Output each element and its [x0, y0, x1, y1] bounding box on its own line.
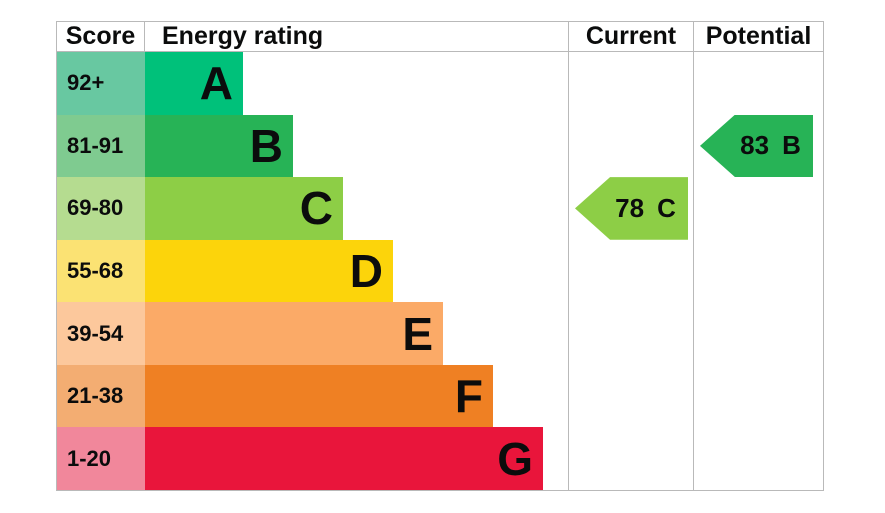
- rating-bar-f: F: [145, 364, 493, 428]
- chart-body: 92+ A 81-91 B 69-80 C 55-68 D 39-54 E 21…: [57, 52, 823, 491]
- rating-bar-g: G: [145, 427, 543, 491]
- potential-rating-band: B: [782, 130, 801, 161]
- current-rating-value: 78: [615, 192, 645, 223]
- epc-rating-chart: Score Energy rating Current Potential 92…: [56, 21, 824, 491]
- col-header-potential: Potential: [693, 22, 823, 51]
- band-row-a: 92+ A: [57, 52, 568, 115]
- col-header-energy-rating: Energy rating: [162, 22, 324, 50]
- score-range-cell: 55-68: [57, 239, 145, 303]
- band-row-e: 39-54 E: [57, 302, 568, 365]
- current-rating-arrow: 78 C: [575, 177, 688, 240]
- score-range-cell: 92+: [57, 52, 145, 115]
- rating-bar-b: B: [145, 114, 293, 178]
- col-header-score: Score: [57, 22, 145, 51]
- band-rows: 92+ A 81-91 B 69-80 C 55-68 D 39-54 E 21…: [57, 52, 568, 491]
- rating-bar-c: C: [145, 177, 343, 240]
- header-row: Score Energy rating Current Potential: [57, 22, 823, 52]
- score-range-cell: 21-38: [57, 364, 145, 428]
- potential-rating-value: 83: [740, 130, 770, 161]
- current-column-divider: [568, 52, 569, 490]
- band-row-d: 55-68 D: [57, 239, 568, 303]
- score-range-cell: 39-54: [57, 302, 145, 365]
- potential-column-divider: [693, 52, 694, 490]
- score-range-cell: 81-91: [57, 114, 145, 178]
- band-row-f: 21-38 F: [57, 364, 568, 428]
- rating-bar-a: A: [145, 52, 243, 115]
- band-row-g: 1-20 G: [57, 427, 568, 491]
- band-row-c: 69-80 C: [57, 177, 568, 240]
- score-range-cell: 1-20: [57, 427, 145, 491]
- current-rating-band: C: [657, 192, 676, 223]
- col-header-current: Current: [568, 22, 693, 51]
- potential-rating-arrow: 83 B: [700, 114, 813, 178]
- rating-bar-e: E: [145, 302, 443, 365]
- rating-bar-d: D: [145, 239, 393, 303]
- band-row-b: 81-91 B: [57, 114, 568, 178]
- score-range-cell: 69-80: [57, 177, 145, 240]
